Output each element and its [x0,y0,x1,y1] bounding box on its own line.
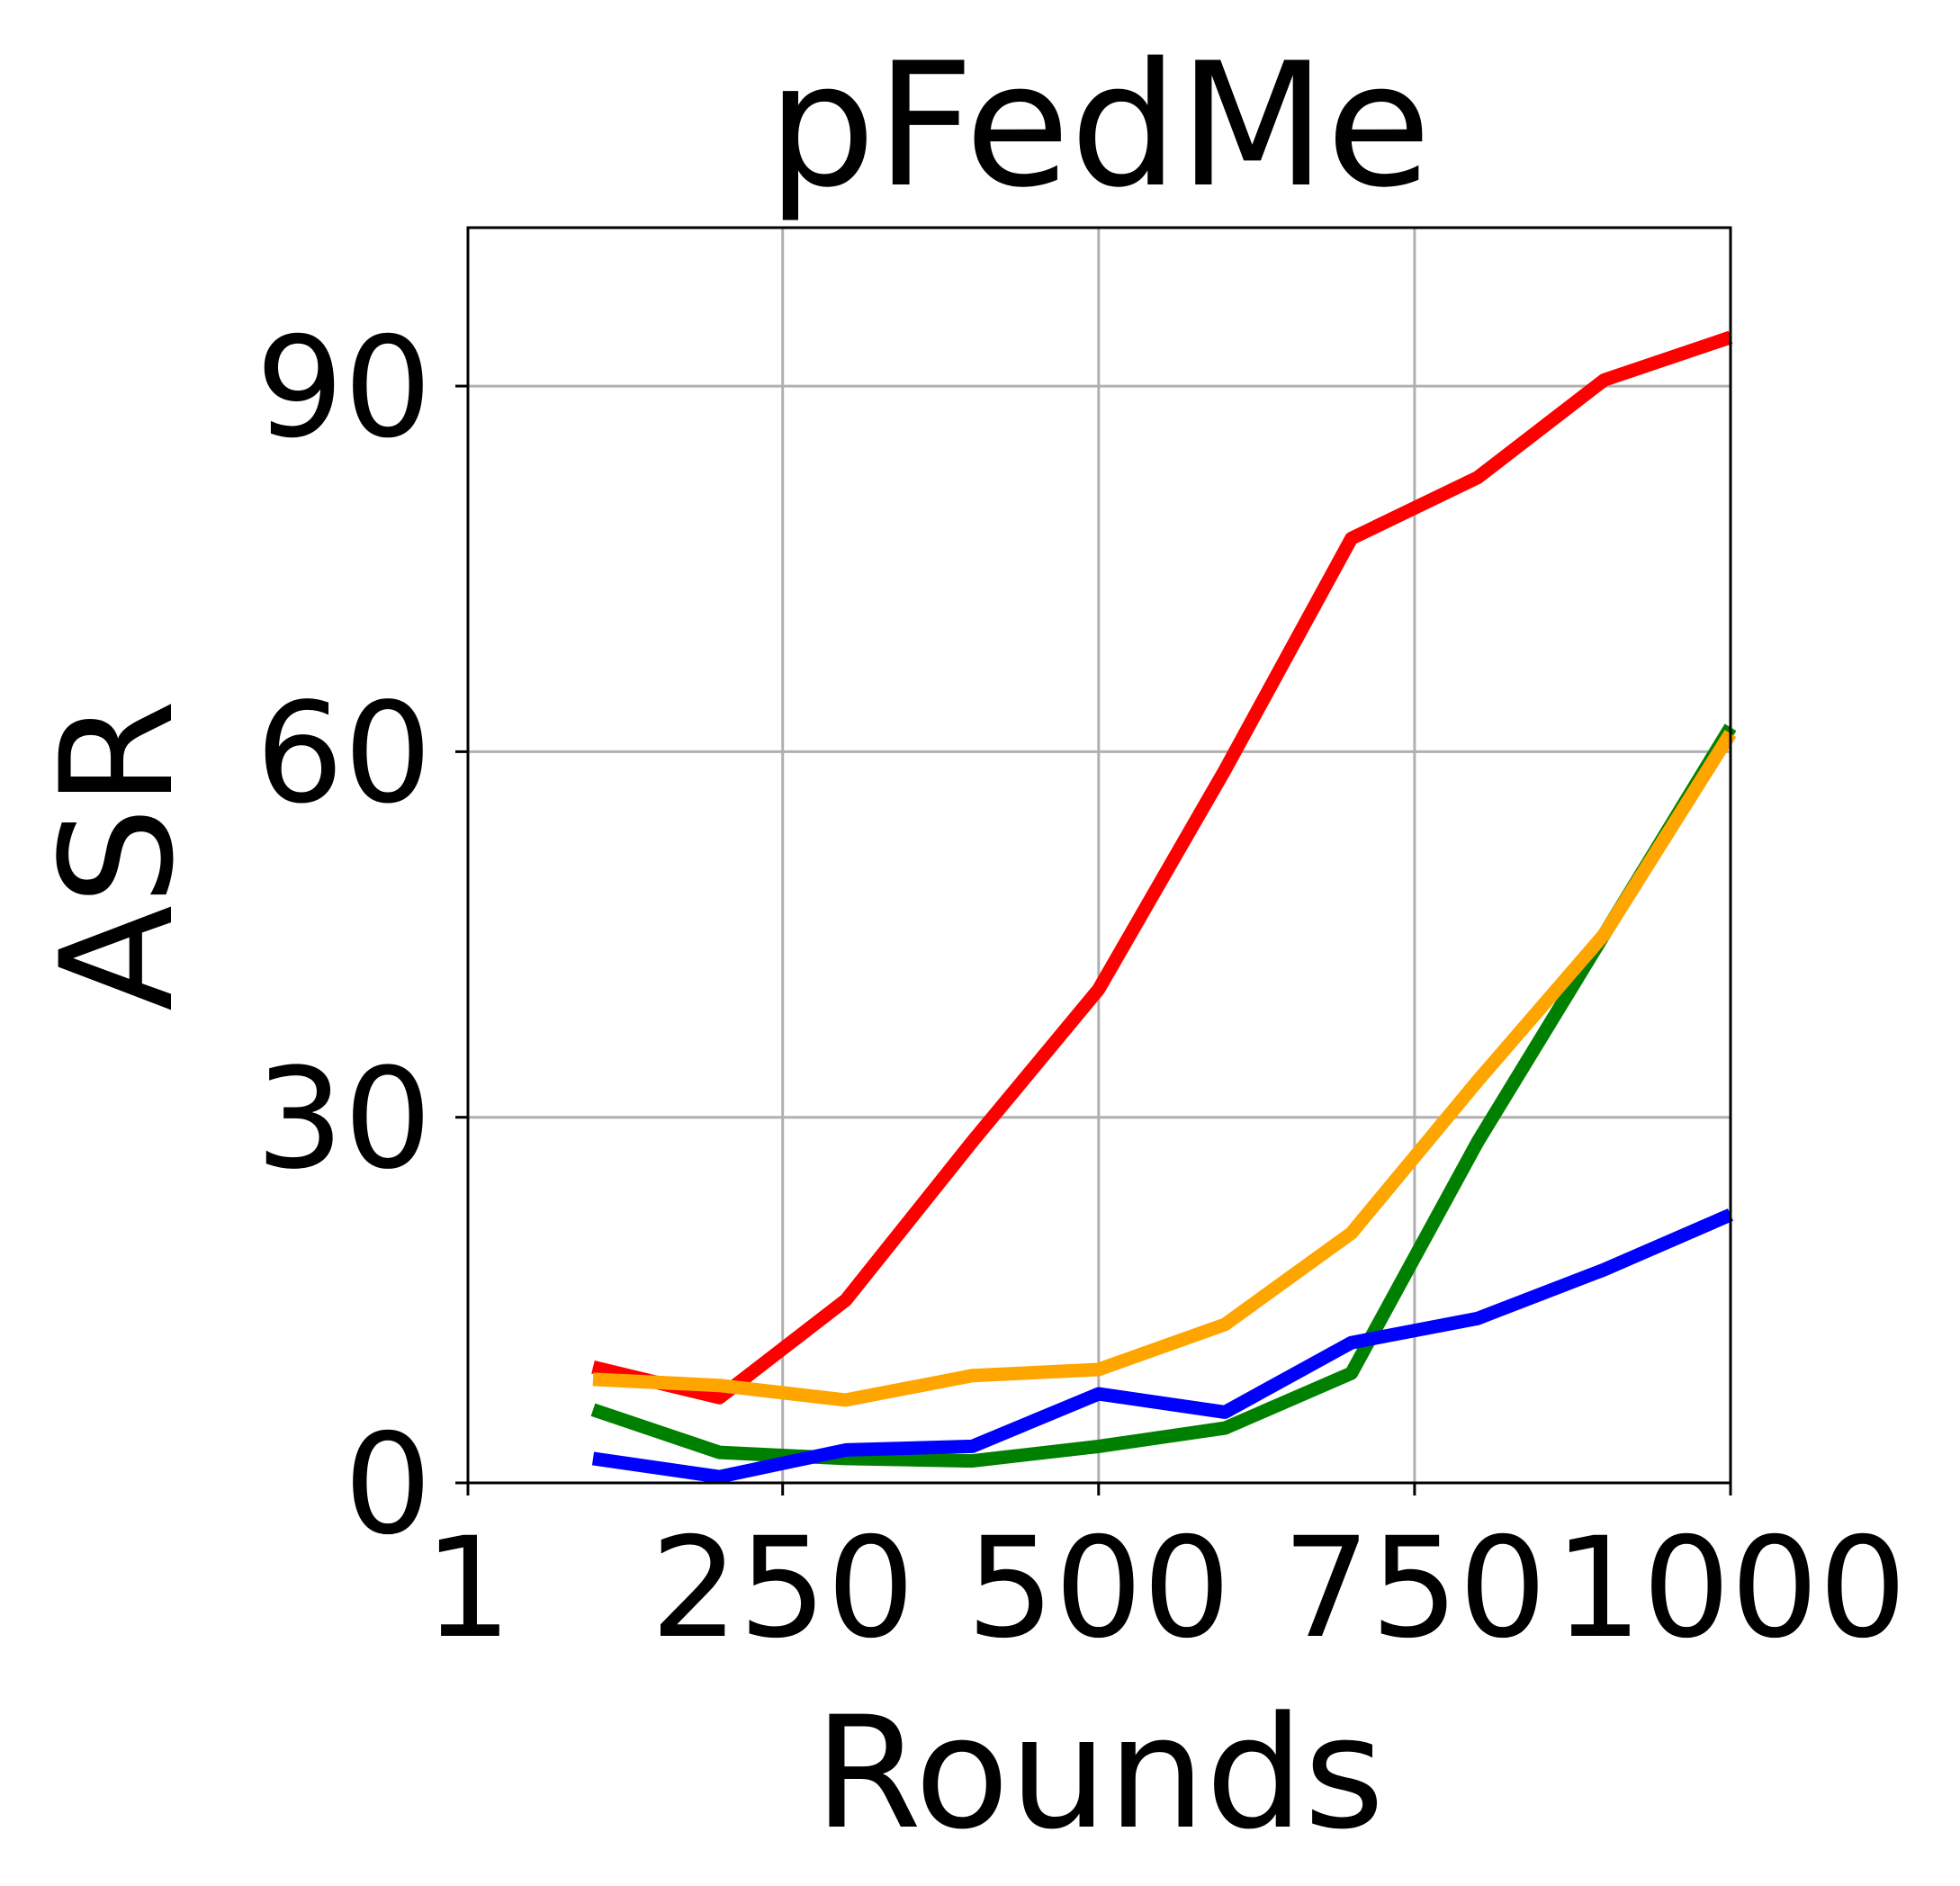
y-tick-label: 0 [344,1405,432,1566]
chart-title: pFedMe [768,26,1432,225]
series-line-3 [591,1208,1733,1484]
series-line-1 [590,723,1737,1468]
x-tick-label: 500 [967,1508,1231,1669]
y-tick-label: 30 [256,1039,432,1200]
y-axis-label: ASR [27,699,208,1010]
x-tick-label: 750 [1282,1508,1547,1669]
series-line-2 [592,730,1737,1407]
x-axis-label: Rounds [814,1683,1385,1864]
ticks: 1 250 500 750 1000 0 30 60 90 [256,308,1907,1669]
y-tick-label: 60 [256,673,432,834]
series-line-0 [591,330,1733,1405]
x-tick-label: 250 [651,1508,915,1669]
y-tick-label: 90 [256,308,432,469]
x-tick-label: 1000 [1554,1508,1907,1669]
series-group [590,330,1737,1484]
x-tick-label: 1 [424,1508,512,1669]
